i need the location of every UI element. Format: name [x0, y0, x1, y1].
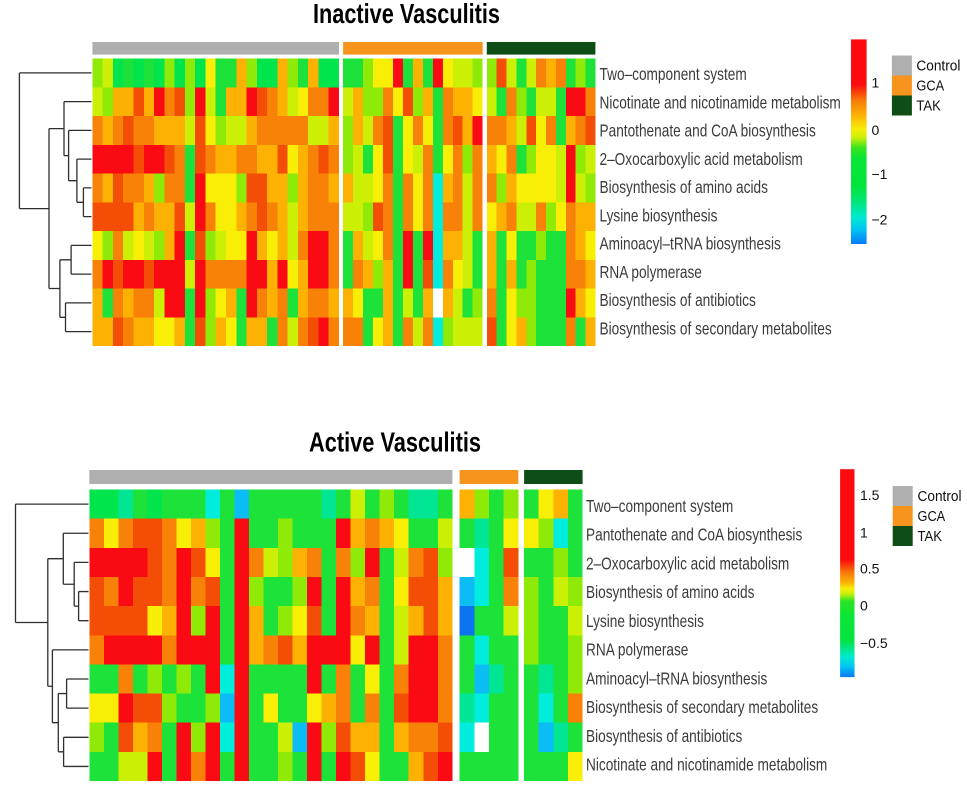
- svg-text:RNA polymerase: RNA polymerase: [586, 640, 688, 660]
- svg-text:Biosynthesis of secondary meta: Biosynthesis of secondary metabolites: [600, 318, 832, 338]
- svg-text:Inactive Vasculitis: Inactive Vasculitis: [313, 0, 500, 29]
- svg-text:0: 0: [860, 597, 868, 613]
- svg-text:0: 0: [872, 122, 880, 138]
- svg-text:Aminoacyl–tRNA biosynthesis: Aminoacyl–tRNA biosynthesis: [600, 234, 781, 254]
- svg-text:TAK: TAK: [918, 529, 943, 545]
- svg-text:1: 1: [872, 75, 880, 91]
- svg-text:GCA: GCA: [916, 79, 944, 95]
- svg-text:Control: Control: [916, 59, 960, 75]
- svg-text:Lysine biosynthesis: Lysine biosynthesis: [600, 205, 718, 225]
- svg-text:Active Vasculitis: Active Vasculitis: [309, 427, 481, 458]
- svg-text:GCA: GCA: [918, 509, 946, 525]
- svg-text:Pantothenate and CoA biosynthe: Pantothenate and CoA biosynthesis: [586, 525, 802, 545]
- svg-text:Control: Control: [918, 489, 962, 505]
- svg-text:TAK: TAK: [916, 99, 941, 115]
- svg-text:0.5: 0.5: [860, 561, 880, 577]
- svg-text:−2: −2: [872, 212, 888, 228]
- svg-text:1: 1: [860, 525, 868, 541]
- svg-text:Nicotinate and nicotinamide me: Nicotinate and nicotinamide metabolism: [600, 92, 841, 112]
- svg-text:Lysine biosynthesis: Lysine biosynthesis: [586, 611, 704, 631]
- svg-text:Nicotinate and nicotinamide me: Nicotinate and nicotinamide metabolism: [586, 754, 827, 774]
- svg-text:−0.5: −0.5: [860, 635, 888, 651]
- svg-text:Biosynthesis of amino acids: Biosynthesis of amino acids: [586, 582, 755, 602]
- svg-text:Biosynthesis of amino acids: Biosynthesis of amino acids: [600, 177, 769, 197]
- svg-text:1.5: 1.5: [860, 487, 880, 503]
- svg-text:Biosynthesis of secondary meta: Biosynthesis of secondary metabolites: [586, 697, 818, 717]
- svg-text:Biosynthesis of antibiotics: Biosynthesis of antibiotics: [600, 290, 756, 310]
- svg-text:Biosynthesis of antibiotics: Biosynthesis of antibiotics: [586, 726, 742, 746]
- svg-text:−1: −1: [872, 166, 888, 182]
- svg-text:RNA polymerase: RNA polymerase: [600, 262, 702, 282]
- svg-text:Two–component system: Two–component system: [600, 64, 747, 84]
- svg-text:2–Oxocarboxylic acid metabolis: 2–Oxocarboxylic acid metabolism: [600, 149, 803, 169]
- svg-text:Pantothenate and CoA biosynthe: Pantothenate and CoA biosynthesis: [600, 121, 816, 141]
- svg-text:Aminoacyl–tRNA biosynthesis: Aminoacyl–tRNA biosynthesis: [586, 668, 767, 688]
- svg-text:2–Oxocarboxylic acid metabolis: 2–Oxocarboxylic acid metabolism: [586, 553, 789, 573]
- svg-text:Two–component system: Two–component system: [586, 496, 733, 516]
